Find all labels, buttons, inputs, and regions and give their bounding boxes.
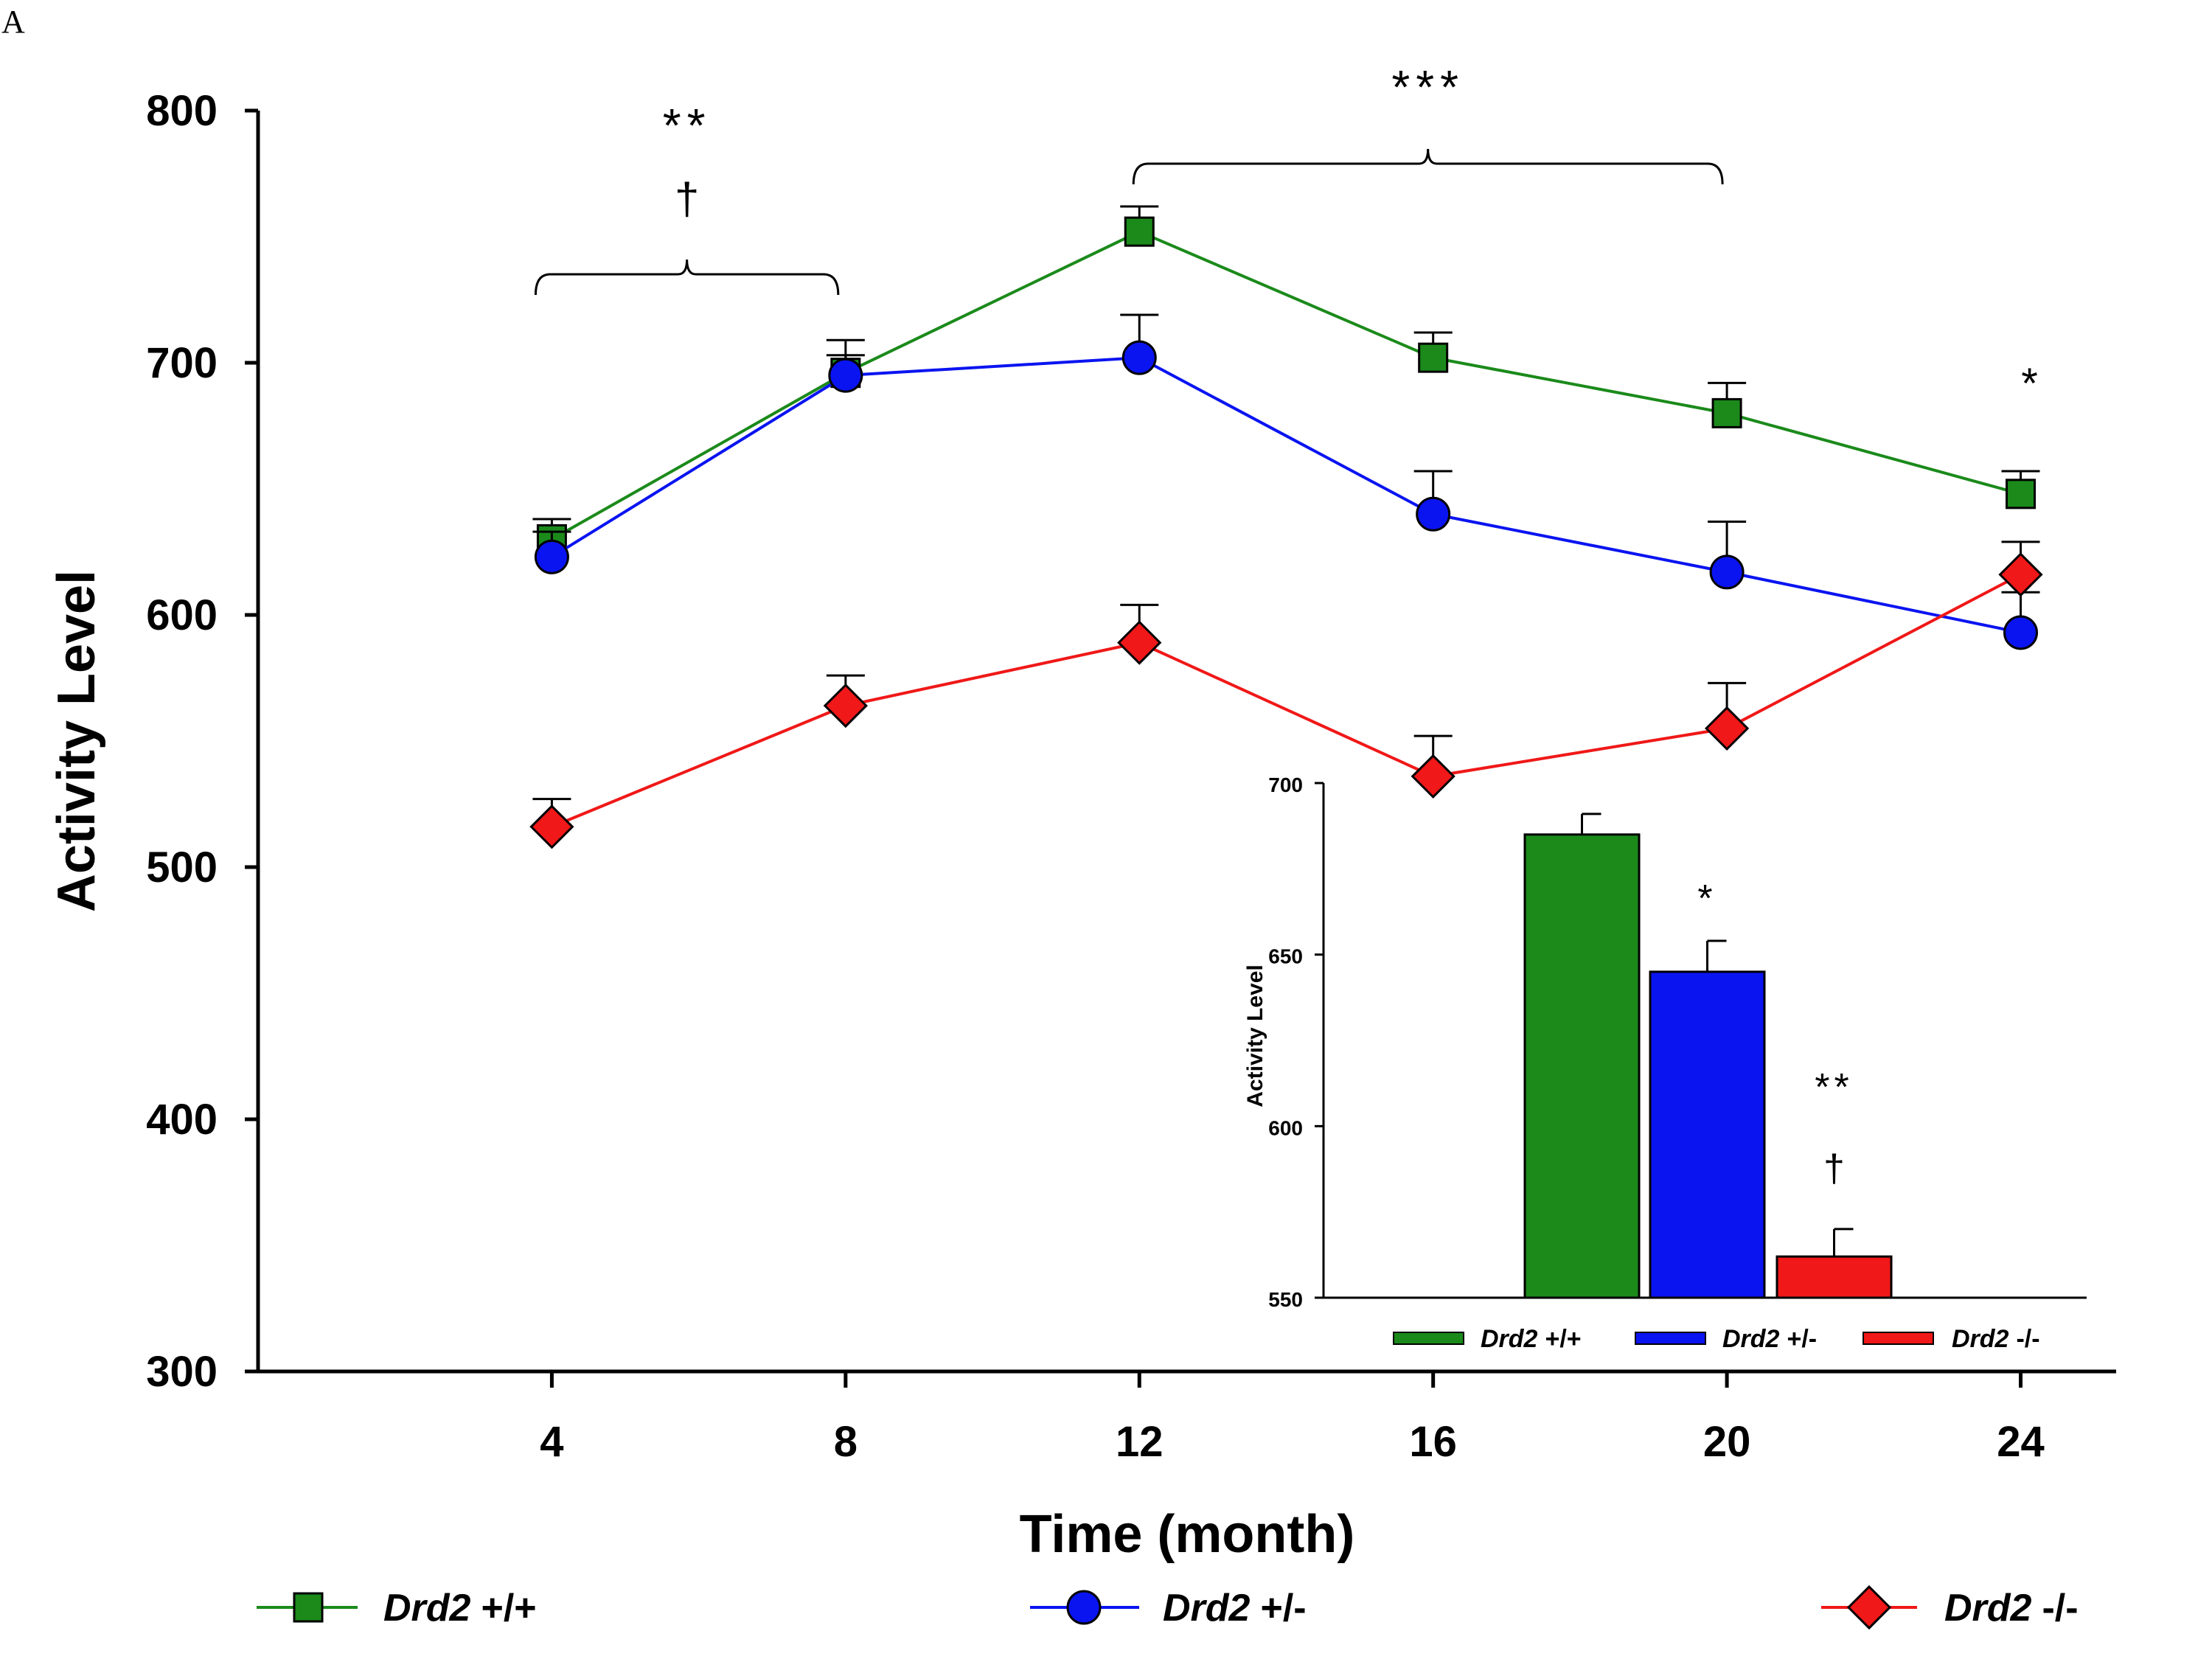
main-x-tick-label: 12 <box>1116 1418 1164 1466</box>
inset-y-axis-label: Activity Level <box>1243 964 1267 1107</box>
data-point <box>1998 552 2043 597</box>
main-series-group <box>529 205 2043 849</box>
data-point <box>828 358 863 393</box>
inset-legend: Drd2 +/+ Drd2 +/- Drd2 -/- <box>1393 1325 2040 1353</box>
inset-y-ticks: 550 600 650 700 <box>1268 773 1324 1311</box>
legend-marker-square <box>293 1592 324 1623</box>
main-x-tick-label: 24 <box>1997 1418 2045 1466</box>
main-y-tick-label: 300 <box>146 1348 218 1396</box>
main-line-chart: 300 400 500 600 700 800 4 8 12 16 20 24 Activity L… <box>47 60 2116 1564</box>
inset-bars: ***† <box>1523 813 1893 1299</box>
main-y-ticks: 300 400 500 600 700 800 <box>146 87 258 1396</box>
main-y-tick-label: 500 <box>146 844 218 891</box>
inset-legend-label-wt: Drd2 +/+ <box>1481 1325 1582 1353</box>
inset-legend-swatch-het <box>1635 1332 1706 1345</box>
inset-bar <box>1649 970 1766 1299</box>
bracket-12-20-stars: *** <box>1391 60 1464 114</box>
panel-label: A <box>1 4 25 40</box>
series-diamond <box>529 540 2043 849</box>
main-x-tick-label: 16 <box>1409 1418 1457 1466</box>
main-x-axis-label: Time (month) <box>1020 1505 1355 1564</box>
inset-legend-label-het: Drd2 +/- <box>1722 1325 1817 1353</box>
main-x-ticks: 4 8 12 16 20 24 <box>540 1371 2045 1466</box>
inset-legend-label-ko: Drd2 -/- <box>1952 1325 2040 1353</box>
inset-legend-gene-ko: Drd2 <box>1952 1325 2009 1353</box>
month-24-star: * <box>2021 360 2038 408</box>
inset-bar-annotation-2: † <box>1823 1147 1845 1190</box>
data-point <box>1416 496 1451 532</box>
legend-item-ko: Drd2 -/- <box>1821 1585 2079 1630</box>
series-line <box>551 229 2022 541</box>
bracket-4-8-dagger: † <box>675 174 699 223</box>
main-y-tick-label: 700 <box>146 339 218 387</box>
inset-y-tick-label: 650 <box>1268 945 1303 968</box>
data-point <box>2006 479 2037 509</box>
main-y-tick-label: 400 <box>146 1096 218 1144</box>
main-y-axis-label: Activity Level <box>47 570 106 912</box>
inset-legend-genotype-ko: -/- <box>2016 1325 2039 1353</box>
legend-label-ko: Drd2 -/- <box>1944 1587 2079 1630</box>
data-point <box>1709 554 1745 590</box>
data-point <box>1121 340 1157 375</box>
data-point <box>1704 706 1750 751</box>
series-square <box>532 205 2040 554</box>
bracket-4-8 <box>534 259 840 296</box>
data-point <box>2003 615 2039 650</box>
main-x-tick-label: 20 <box>1703 1418 1751 1466</box>
series-line <box>551 356 2021 634</box>
inset-legend-swatch-ko <box>1863 1332 1934 1345</box>
main-x-tick-label: 4 <box>540 1418 563 1466</box>
main-annotations: ** † *** * <box>534 60 2038 408</box>
inset-legend-genotype-het: +/- <box>1787 1325 1817 1353</box>
inset-legend-gene-wt: Drd2 <box>1481 1325 1538 1353</box>
legend-genotype-wt: +/+ <box>481 1587 536 1630</box>
data-point <box>534 539 569 574</box>
legend-gene-ko: Drd2 <box>1944 1587 2032 1630</box>
legend-gene-wt: Drd2 <box>383 1587 471 1630</box>
data-point <box>529 804 574 849</box>
inset-bar <box>1775 1255 1893 1299</box>
legend-marker-circle <box>1066 1590 1102 1625</box>
data-point <box>823 683 868 728</box>
main-x-tick-label: 8 <box>834 1418 858 1466</box>
inset-legend-gene-het: Drd2 <box>1722 1325 1780 1353</box>
inset-legend-genotype-wt: +/+ <box>1545 1325 1581 1353</box>
inset-legend-swatch-wt <box>1393 1332 1464 1345</box>
inset-bar-annotation: * <box>1697 877 1717 920</box>
bracket-12-20 <box>1132 148 1724 185</box>
legend-label-wt: Drd2 +/+ <box>383 1587 537 1630</box>
legend-gene-het: Drd2 <box>1163 1587 1251 1630</box>
legend-marker-diamond <box>1846 1585 1892 1630</box>
main-y-tick-label: 600 <box>146 591 218 639</box>
main-legend: Drd2 +/+ Drd2 +/- Drd2 -/- <box>257 1585 2079 1630</box>
data-point <box>1124 216 1155 247</box>
data-point <box>1711 397 1742 428</box>
data-point <box>1418 342 1449 373</box>
inset-bar <box>1523 833 1641 1299</box>
inset-bar-annotation: ** <box>1815 1066 1853 1109</box>
legend-genotype-ko: -/- <box>2042 1587 2078 1630</box>
legend-label-het: Drd2 +/- <box>1163 1587 1307 1630</box>
inset-y-tick-label: 550 <box>1268 1288 1303 1311</box>
inset-y-tick-label: 600 <box>1268 1116 1303 1139</box>
legend-genotype-het: +/- <box>1260 1587 1306 1630</box>
main-y-tick-label: 800 <box>146 87 218 135</box>
legend-item-het: Drd2 +/- <box>1030 1587 1307 1630</box>
legend-item-wt: Drd2 +/+ <box>257 1587 537 1630</box>
data-point <box>1411 754 1455 799</box>
series-line <box>551 573 2022 829</box>
series-circle <box>532 313 2040 650</box>
data-point <box>1117 620 1162 665</box>
inset-y-tick-label: 700 <box>1268 773 1303 796</box>
bracket-4-8-stars: ** <box>663 99 712 152</box>
